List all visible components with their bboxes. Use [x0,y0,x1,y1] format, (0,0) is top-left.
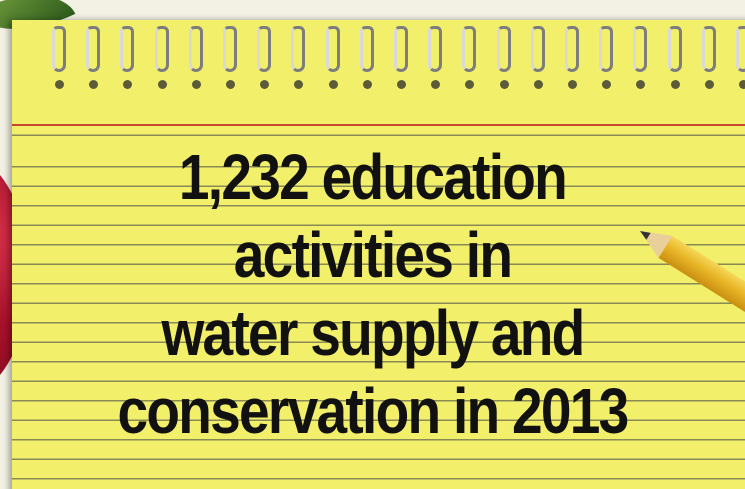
spiral-hole [294,80,304,89]
spiral-hole [157,80,167,89]
spiral-ring [52,26,66,72]
spiral-hole [499,80,509,89]
spiral-hole [533,80,543,89]
spiral-hole [260,80,270,89]
margin-line [12,124,745,126]
spiral-hole [670,80,680,89]
spiral-ring [599,26,614,72]
pad-header-area [12,20,745,125]
spiral-ring [496,26,511,72]
spiral-hole [328,80,338,89]
headline-line-4: conservation in 2013 [117,375,629,447]
spiral-hole [397,80,406,89]
spiral-ring [257,26,272,72]
spiral-hole [191,80,201,89]
spiral-ring [86,26,101,72]
headline-line-1: 1,232 education [178,141,568,213]
spiral-ring [565,26,579,72]
spiral-ring [120,26,135,72]
spiral-ring [394,26,408,72]
spiral-hole [704,80,714,89]
spiral-ring [223,26,237,72]
spiral-hole [431,80,441,89]
spiral-ring [428,26,443,72]
headline: 1,232 education activities in water supp… [52,138,693,450]
spiral-ring [530,26,545,72]
spiral-hole [636,80,646,89]
spiral-hole [362,80,372,89]
headline-line-3: water supply and [161,297,585,369]
spiral-hole [123,80,133,89]
spiral-ring [188,26,203,72]
spiral-ring [154,26,169,72]
spiral-hole [602,80,612,89]
spiral-hole [89,80,99,89]
spiral-ring [462,26,477,72]
spiral-ring [633,26,648,72]
spiral-ring [291,26,306,72]
spiral-hole [226,80,235,89]
spiral-hole [465,80,475,89]
spiral-ring [736,26,745,72]
headline-line-2: activities in [233,219,513,291]
spiral-ring [701,26,716,72]
legal-pad [12,20,745,489]
spiral-hole [55,80,64,89]
spiral-ring [325,26,340,72]
spiral-hole [739,80,745,89]
spiral-hole [568,80,577,89]
spiral-ring [667,26,682,72]
spiral-ring [359,26,374,72]
